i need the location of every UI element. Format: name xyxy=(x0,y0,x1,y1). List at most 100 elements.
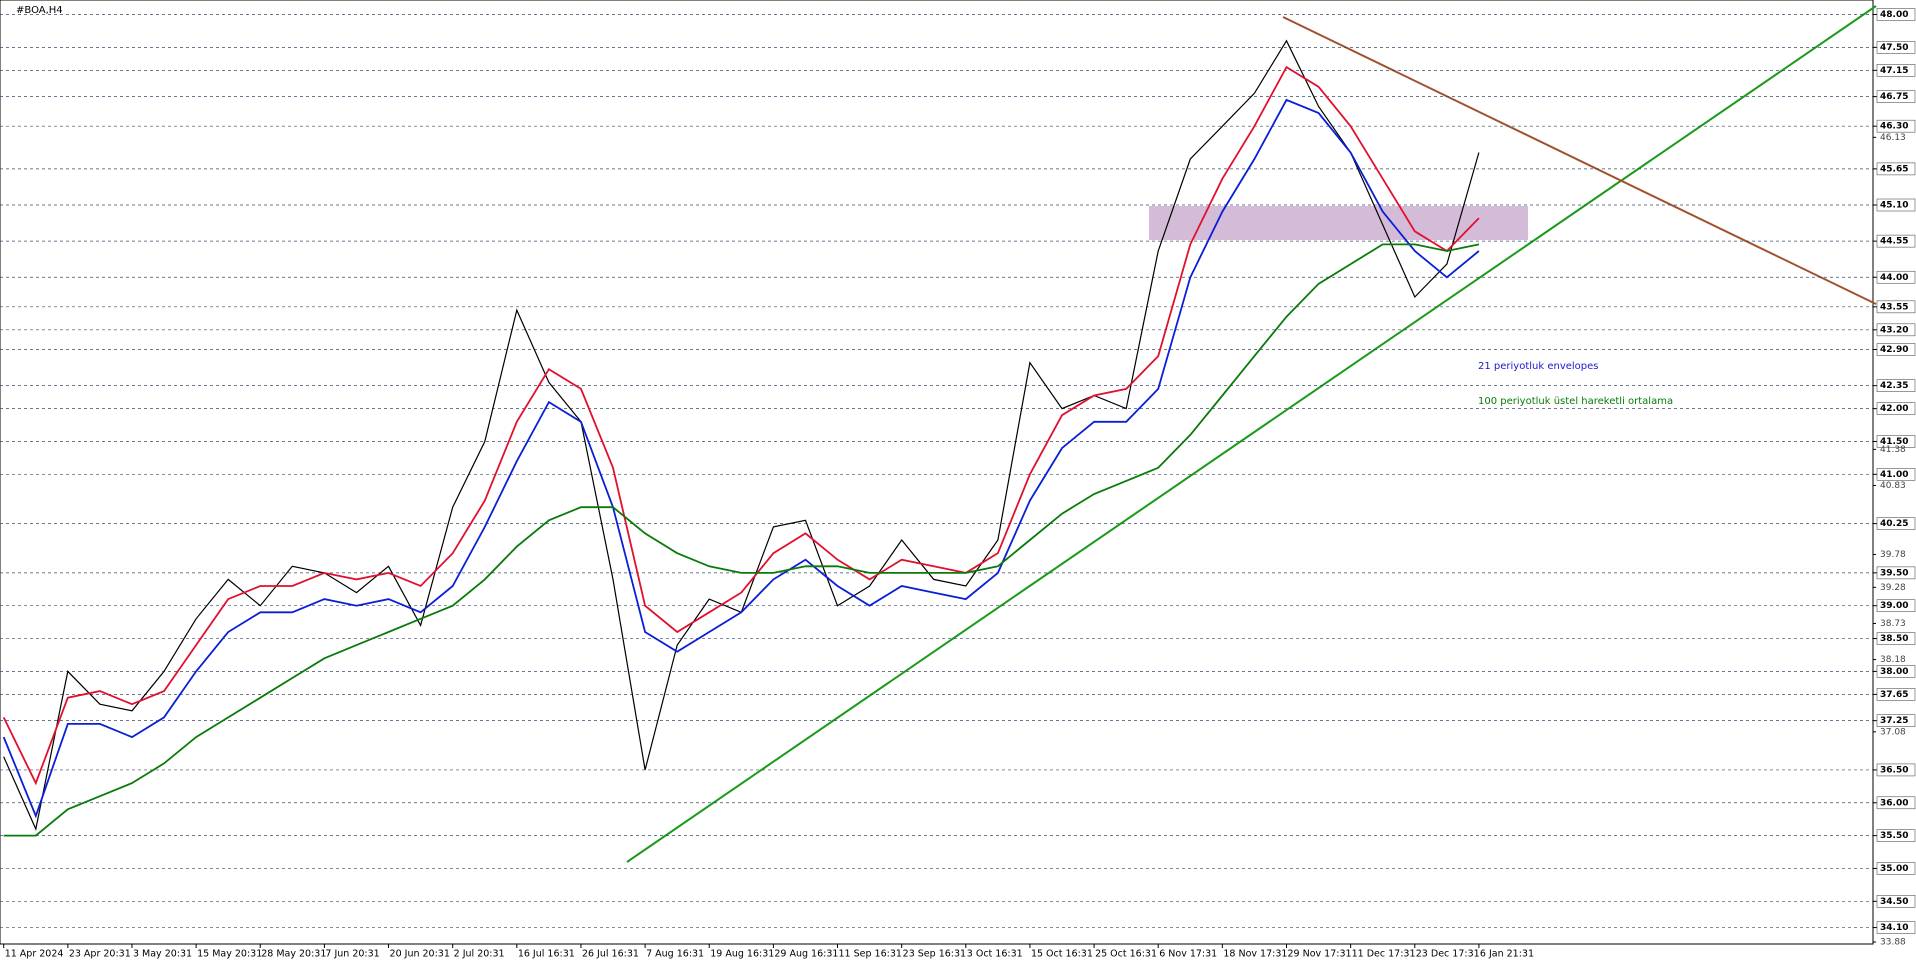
y-tick-label: 35.50 xyxy=(1880,831,1908,841)
y-tick-label: 48.00 xyxy=(1880,10,1908,20)
y-tick-label: 46.75 xyxy=(1880,92,1908,102)
y-tick-label: 34.50 xyxy=(1880,897,1908,907)
y-tick-box xyxy=(1876,41,1916,54)
x-tick-label: 7 Jun 20:31 xyxy=(325,949,379,960)
y-tick-label: 47.50 xyxy=(1880,43,1908,53)
y-tick-box xyxy=(1876,665,1916,678)
x-tick-label: 6 Nov 17:31 xyxy=(1159,949,1217,960)
y-tick-box xyxy=(1876,862,1916,875)
y-tick-label: 38.50 xyxy=(1880,634,1908,644)
y-minor-tick-label: 46.13 xyxy=(1880,133,1906,143)
x-tick-label: 20 Jun 20:31 xyxy=(390,949,450,960)
x-tick-label: 15 May 20:31 xyxy=(197,949,262,960)
y-tick-box xyxy=(1876,435,1916,448)
x-tick-label: 15 Oct 16:31 xyxy=(1031,949,1093,960)
annotation: 21 periyotluk envelopes xyxy=(1478,361,1599,372)
x-tick-label: 26 Jul 16:31 xyxy=(582,949,639,960)
y-tick-box xyxy=(1876,517,1916,530)
y-minor-tick-label: 38.18 xyxy=(1880,655,1906,665)
y-tick-box xyxy=(1876,300,1916,314)
y-tick-label: 34.10 xyxy=(1880,923,1908,933)
y-tick-box xyxy=(1876,234,1916,248)
y-tick-label: 41.50 xyxy=(1880,437,1908,447)
x-tick-label: 11 Sep 16:31 xyxy=(839,949,902,960)
y-tick-box xyxy=(1876,8,1916,21)
y-tick-box xyxy=(1876,323,1916,337)
y-tick-box xyxy=(1876,714,1916,727)
y-tick-label: 38.00 xyxy=(1880,667,1908,677)
y-tick-box xyxy=(1876,402,1916,415)
y-tick-box xyxy=(1876,379,1916,392)
y-tick-label: 36.50 xyxy=(1880,765,1908,775)
y-tick-label: 37.65 xyxy=(1880,690,1908,700)
y-tick-box xyxy=(1876,829,1916,842)
y-tick-box xyxy=(1876,921,1916,934)
y-minor-tick-label: 33.88 xyxy=(1880,938,1906,948)
y-tick-box xyxy=(1876,468,1916,481)
plot-frame xyxy=(0,0,1874,945)
y-tick-label: 39.50 xyxy=(1880,568,1908,578)
y-tick-label: 46.30 xyxy=(1880,122,1908,132)
x-tick-label: 11 Apr 2024 xyxy=(5,949,64,960)
y-tick-label: 43.55 xyxy=(1880,302,1908,312)
x-tick-label: 23 Sep 16:31 xyxy=(903,949,966,960)
resistance-trendline xyxy=(1282,16,1877,305)
y-tick-box xyxy=(1876,270,1916,284)
x-tick-label: 3 May 20:31 xyxy=(133,949,192,960)
y-tick-box xyxy=(1876,343,1916,356)
y-tick-label: 43.20 xyxy=(1880,325,1908,335)
y-tick-label: 35.00 xyxy=(1880,864,1908,874)
y-tick-box xyxy=(1876,688,1916,701)
support-trendline xyxy=(626,5,1877,863)
x-tick-label: 23 Dec 17:31 xyxy=(1416,949,1480,960)
y-tick-box xyxy=(1876,162,1916,176)
x-tick-label: 6 Jan 21:31 xyxy=(1480,949,1534,960)
y-tick-box xyxy=(1876,119,1916,133)
x-tick-label: 16 Jul 16:31 xyxy=(518,949,575,960)
series-line xyxy=(3,243,1480,837)
y-tick-label: 44.00 xyxy=(1880,273,1908,283)
y-tick-box xyxy=(1876,198,1916,212)
y-tick-box xyxy=(1876,599,1916,613)
y-tick-box xyxy=(1876,763,1916,777)
y-tick-label: 45.65 xyxy=(1880,164,1908,174)
x-tick-label: 18 Nov 17:31 xyxy=(1223,949,1287,960)
y-tick-box xyxy=(1876,796,1916,810)
y-tick-label: 39.00 xyxy=(1880,601,1908,611)
chart-title: #BOA,H4 xyxy=(16,5,63,16)
y-tick-label: 40.25 xyxy=(1880,519,1908,529)
y-tick-label: 36.00 xyxy=(1880,798,1908,808)
x-tick-label: 2 Jul 20:31 xyxy=(454,949,505,960)
x-tick-label: 29 Aug 16:31 xyxy=(774,949,838,960)
y-minor-tick-label: 41.38 xyxy=(1880,445,1906,455)
y-minor-tick-label: 39.28 xyxy=(1880,583,1906,593)
series-line xyxy=(2,65,1480,786)
series-line xyxy=(2,98,1480,819)
x-tick-label: 28 May 20:31 xyxy=(261,949,326,960)
y-tick-label: 42.90 xyxy=(1880,345,1908,355)
x-tick-label: 3 Oct 16:31 xyxy=(967,949,1023,960)
x-tick-label: 7 Aug 16:31 xyxy=(646,949,704,960)
y-tick-box xyxy=(1876,566,1916,580)
y-tick-box xyxy=(1876,895,1916,908)
y-tick-box xyxy=(1876,632,1916,645)
x-tick-label: 19 Aug 16:31 xyxy=(710,949,774,960)
x-tick-label: 25 Oct 16:31 xyxy=(1095,949,1157,960)
y-tick-label: 47.15 xyxy=(1880,66,1908,76)
y-minor-tick-label: 39.78 xyxy=(1880,550,1906,560)
y-minor-tick-label: 38.73 xyxy=(1880,619,1906,629)
annotation: 100 periyotluk üstel hareketli ortalama xyxy=(1478,396,1673,407)
y-tick-label: 41.00 xyxy=(1880,470,1908,480)
y-tick-label: 45.10 xyxy=(1880,201,1908,211)
y-tick-box xyxy=(1876,90,1916,103)
y-tick-label: 42.00 xyxy=(1880,404,1908,414)
x-tick-label: 11 Dec 17:31 xyxy=(1352,949,1416,960)
y-tick-box xyxy=(1876,64,1916,77)
y-minor-tick-label: 37.08 xyxy=(1880,727,1906,737)
y-minor-tick-label: 40.83 xyxy=(1880,481,1906,491)
y-tick-label: 37.25 xyxy=(1880,716,1908,726)
y-tick-label: 44.55 xyxy=(1880,237,1908,247)
y-tick-label: 42.35 xyxy=(1880,381,1908,391)
x-tick-label: 23 Apr 20:31 xyxy=(69,949,131,960)
